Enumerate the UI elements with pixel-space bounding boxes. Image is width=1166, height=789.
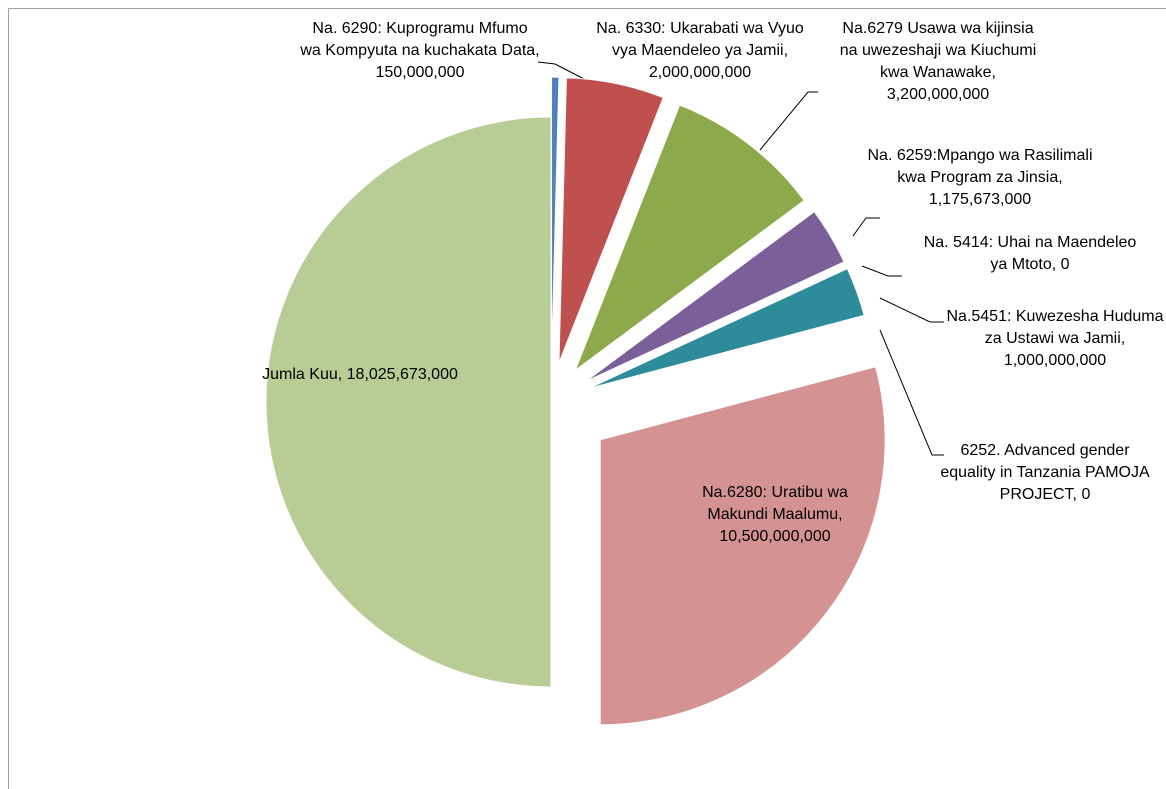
label-value: 3,200,000,000	[886, 86, 990, 103]
label-category: Na. 6259:Mpango wa Rasilimali kwa Progra…	[867, 147, 1093, 186]
data-label: Na. 6259:Mpango wa Rasilimali kwa Progra…	[865, 145, 1095, 211]
label-value: 150,000,000	[375, 64, 465, 81]
label-category: Na.6280: Uratibu wa Makundi Maalumu,	[702, 484, 848, 523]
data-label: Na. 6330: Ukarabati wa Vyuo vya Maendele…	[590, 18, 810, 84]
label-category: Na.6279 Usawa wa kijinsia na uwezeshaji …	[839, 20, 1037, 81]
leader-line	[879, 297, 944, 323]
leader-line	[861, 265, 902, 277]
pie-slice	[589, 318, 866, 393]
label-value: 1,175,673,000	[928, 191, 1032, 208]
data-label: 6252. Advanced gender equality in Tanzan…	[935, 440, 1155, 506]
label-category: Na. 6290: Kuprogramu Mfumo wa Kompyuta n…	[300, 20, 540, 59]
label-value: 0	[1060, 256, 1070, 273]
leader-line	[759, 91, 818, 151]
data-label: Na.5451: Kuwezesha Huduma za Ustawi wa J…	[940, 306, 1166, 372]
label-category: Na.5451: Kuwezesha Huduma za Ustawi wa J…	[946, 308, 1164, 347]
label-category: Jumla Kuu,	[262, 366, 343, 383]
label-category: 6252. Advanced gender equality in Tanzan…	[940, 442, 1150, 503]
data-label: Na.6279 Usawa wa kijinsia na uwezeshaji …	[833, 18, 1043, 106]
label-value: 1,000,000,000	[1003, 352, 1107, 369]
leader-line	[852, 217, 880, 237]
pie-slice	[265, 116, 552, 688]
pie-slice	[585, 211, 845, 383]
chart-frame	[8, 8, 1166, 789]
pie-slice	[587, 265, 847, 386]
data-label: Na. 6290: Kuprogramu Mfumo wa Kompyuta n…	[300, 18, 540, 84]
label-value: 2,000,000,000	[648, 64, 752, 81]
pie-slice	[599, 366, 886, 726]
label-value: 10,500,000,000	[719, 528, 831, 545]
pie-slice	[574, 104, 805, 372]
label-value: 18,025,673,000	[346, 366, 458, 383]
pie-slice	[588, 268, 865, 389]
pie-slice	[558, 77, 664, 363]
leader-line	[537, 61, 587, 81]
label-value: 0	[1081, 486, 1091, 503]
data-label: Na.6280: Uratibu wa Makundi Maalumu, 10,…	[670, 482, 880, 548]
leader-line	[879, 329, 944, 456]
data-label: Na. 5414: Uhai na Maendeleo ya Mtoto, 0	[915, 232, 1145, 276]
pie-slice	[551, 76, 560, 363]
leader-lines	[537, 61, 944, 456]
label-category: Na. 5414: Uhai na Maendeleo ya Mtoto,	[923, 234, 1137, 273]
data-label: Jumla Kuu, 18,025,673,000	[260, 364, 460, 386]
label-category: Na. 6330: Ukarabati wa Vyuo vya Maendele…	[596, 20, 804, 59]
